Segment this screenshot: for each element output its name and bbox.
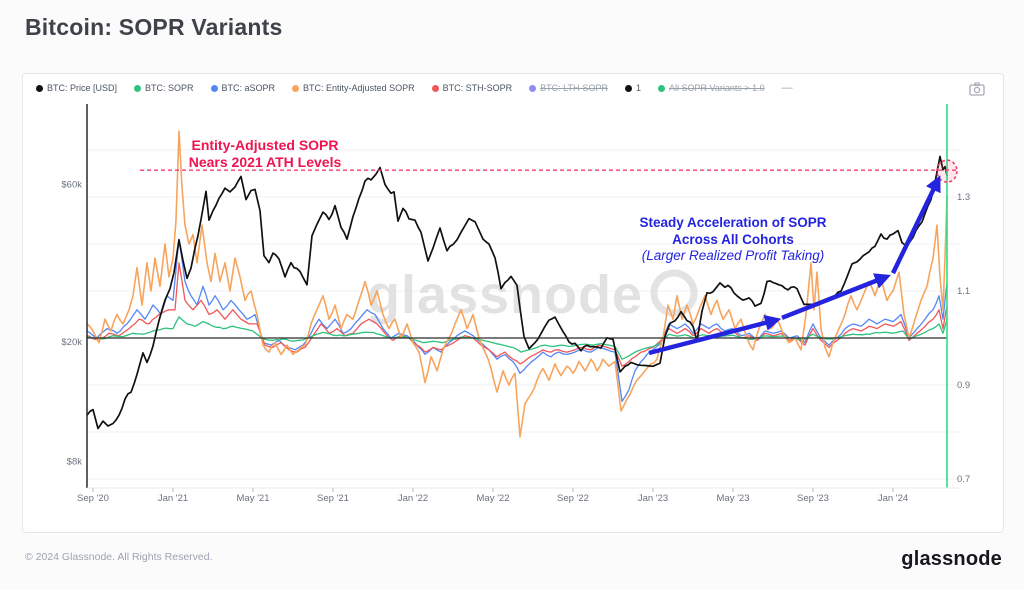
legend-marker-icon [210, 84, 218, 92]
legend-marker-icon [36, 84, 43, 92]
legend-item-1[interactable]: BTC: SOPR [134, 83, 194, 93]
legend-marker-icon [134, 84, 142, 92]
legend-item-2[interactable]: BTC: aSOPR [210, 83, 276, 93]
legend-marker-icon [431, 84, 439, 92]
legend-marker-icon [292, 84, 300, 92]
legend-more-indicator[interactable]: — [781, 82, 793, 94]
legend-item-4[interactable]: BTC: STH-SOPR [431, 83, 513, 93]
legend-item-label: All SOPR Variants > 1.0 [668, 83, 765, 93]
legend-item-0[interactable]: BTC: Price [USD] [36, 83, 117, 93]
legend-item-label: 1 [635, 83, 641, 93]
page-title: Bitcoin: SOPR Variants [25, 14, 283, 40]
legend-item-7[interactable]: All SOPR Variants > 1.0 [657, 83, 765, 93]
legend-item-6[interactable]: 1 [624, 83, 641, 93]
legend-item-label: BTC: STH-SOPR [442, 83, 513, 93]
legend-item-label: BTC: LTH-SOPR [540, 83, 608, 93]
legend-marker-icon [624, 84, 632, 92]
chart-card: BTC: Price [USD] BTC: SOPR BTC: aSOPR BTC: … [22, 73, 1004, 533]
legend-item-label: BTC: Price [USD] [47, 83, 118, 93]
legend-marker-icon [657, 84, 665, 92]
camera-icon [969, 82, 985, 96]
legend-item-3[interactable]: BTC: Entity-Adjusted SOPR [292, 83, 415, 93]
export-screenshot-button[interactable] [967, 80, 989, 98]
legend-marker-icon [529, 84, 537, 92]
glassnode-wordmark: glassnode [901, 548, 1002, 570]
legend-item-label: BTC: aSOPR [221, 83, 276, 93]
legend-item-5[interactable]: BTC: LTH-SOPR [529, 83, 608, 93]
chart-legend: BTC: Price [USD] BTC: SOPR BTC: aSOPR BTC: … [36, 82, 793, 94]
legend-item-label: BTC: Entity-Adjusted SOPR [303, 83, 415, 93]
legend-item-label: BTC: SOPR [145, 83, 194, 93]
copyright-text: © 2024 Glassnode. All Rights Reserved. [25, 551, 213, 563]
